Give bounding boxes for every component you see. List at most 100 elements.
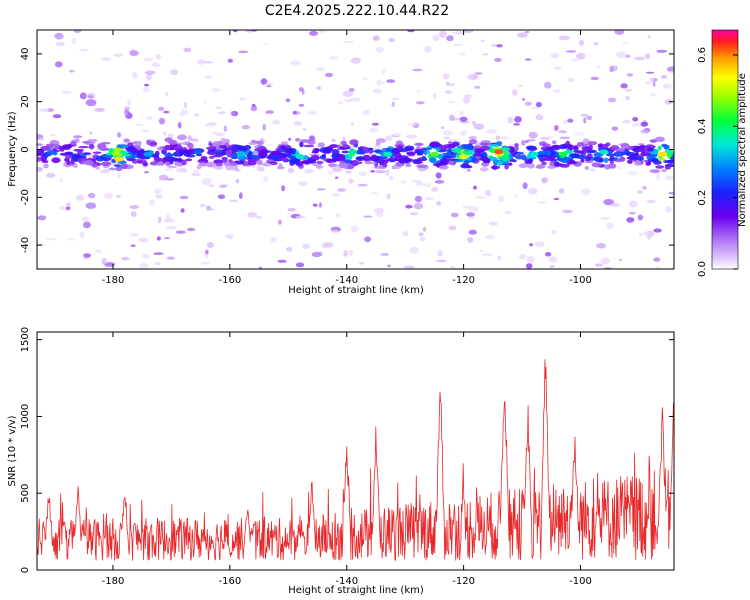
spectrogram-speckle xyxy=(250,105,258,112)
spectrogram-band-cell xyxy=(87,138,98,143)
spectrogram-band-cell xyxy=(547,165,556,169)
spectrogram-speckle xyxy=(205,75,213,80)
spectrogram-band-cell xyxy=(178,151,189,155)
spectrogram-speckle xyxy=(424,197,435,201)
spectrogram-speckle xyxy=(37,143,43,146)
spectrogram-speckle xyxy=(143,86,150,93)
spectrogram-band-cell xyxy=(528,158,533,165)
spectrogram-speckle xyxy=(526,162,535,169)
spectrogram-band-cell xyxy=(312,162,317,166)
spectrogram-speckle xyxy=(143,57,153,62)
spectrogram-speckle xyxy=(558,130,568,134)
spectrogram-speckle xyxy=(54,61,63,68)
spectrogram-band-cell xyxy=(190,138,199,142)
spectrogram-band-cell xyxy=(403,157,411,161)
spectrogram-band-cell xyxy=(146,139,151,145)
spectrogram-speckle xyxy=(350,97,362,102)
spectrogram-speckle xyxy=(600,217,611,220)
spectrogram-speckle xyxy=(494,57,502,62)
spectrogram-speckle xyxy=(85,202,97,209)
spectrogram-band-cell xyxy=(566,144,573,147)
spectrogram-band-cell xyxy=(196,153,203,157)
spectrogram-speckle xyxy=(562,209,573,214)
spectrogram-speckle xyxy=(46,238,57,241)
spectrogram-band-cell xyxy=(226,153,233,158)
spectrogram-band-cell xyxy=(349,139,359,146)
spectrogram-speckle xyxy=(645,71,655,74)
spectrogram-band-cell xyxy=(99,142,106,148)
spectrogram-band-cell xyxy=(261,162,272,167)
spectrogram-band-cell xyxy=(603,157,609,163)
spectrogram-speckle xyxy=(596,242,606,249)
spectrogram-speckle xyxy=(381,82,386,84)
spectrogram-speckle xyxy=(435,260,447,263)
spectrogram-speckle xyxy=(75,194,85,201)
spectrogram-speckle xyxy=(363,215,373,218)
spectrogram-speckle xyxy=(265,110,275,114)
spectrogram-speckle xyxy=(358,171,368,177)
spectrogram-speckle xyxy=(553,197,559,201)
spectrogram-speckle xyxy=(422,226,427,232)
spectrogram-band-cell xyxy=(416,146,422,150)
spectrogram-speckle xyxy=(474,85,481,89)
spectrogram-band-cell xyxy=(330,158,341,162)
spectrogram-band-cell xyxy=(187,135,192,142)
spectrogram-speckle xyxy=(661,75,667,79)
spectrogram-band-cell xyxy=(331,166,342,173)
spectrogram-speckle xyxy=(483,53,489,56)
spectrogram-speckle xyxy=(571,58,579,62)
spectrogram-band-cell xyxy=(164,144,171,151)
spectrogram-band-cell xyxy=(591,162,602,168)
spectrogram-speckle xyxy=(73,30,82,33)
spectrogram-band-cell xyxy=(393,133,401,136)
spectrogram-band-cell xyxy=(161,149,168,155)
spectrogram-band-cell xyxy=(664,165,671,170)
spectrogram-speckle xyxy=(370,170,376,173)
spectrogram-band-cell xyxy=(439,165,449,170)
spectrogram-band-cell xyxy=(338,154,347,160)
spectrogram-band-cell xyxy=(43,163,49,169)
spectrogram-band-cell xyxy=(148,141,158,146)
spectrogram-speckle xyxy=(376,79,382,86)
spectrogram-band-cell xyxy=(446,158,458,161)
spectrogram-band-cell xyxy=(466,165,473,169)
spectrogram-speckle xyxy=(632,117,639,122)
spectrogram-band-cell xyxy=(187,142,194,149)
spectrogram-speckle xyxy=(258,266,263,269)
spectrogram-band-cell xyxy=(282,158,289,162)
spectrogram-speckle xyxy=(412,68,423,72)
spectrogram-speckle xyxy=(535,114,544,121)
spectrogram-band-cell xyxy=(507,162,513,166)
spectrogram-band-cell xyxy=(664,149,673,154)
spectrogram-speckle xyxy=(666,66,674,73)
spectrogram-band-cell xyxy=(83,159,95,166)
spectrogram-band-cell xyxy=(63,145,73,149)
spectrogram-speckle xyxy=(432,34,440,42)
spectrogram-band-cell xyxy=(342,143,349,148)
spectrogram-band-cell xyxy=(256,141,264,146)
spectrogram-speckle xyxy=(307,110,318,116)
spectrogram-speckle xyxy=(486,128,497,134)
spectrogram-speckle xyxy=(416,101,425,105)
spectrogram-speckle xyxy=(38,108,49,113)
spectrogram-speckle xyxy=(589,168,596,172)
spectrogram-band-cell xyxy=(568,146,579,150)
spectrogram-speckle xyxy=(239,192,243,200)
spectrogram-speckle xyxy=(350,57,362,64)
spectrogram-speckle xyxy=(292,110,297,115)
colorbar-tick-label: 0.2 xyxy=(697,190,708,206)
spectrogram-band-cell xyxy=(536,164,546,169)
spectrogram-band-cell xyxy=(215,132,226,137)
spectrogram-speckle xyxy=(610,203,621,207)
spectrogram-band-cell xyxy=(389,159,395,163)
spectrogram-speckle xyxy=(342,136,346,143)
spectrogram-speckle xyxy=(434,180,445,184)
spectrogram-band-cell xyxy=(300,139,311,143)
spectrogram-speckle xyxy=(614,30,625,35)
spectrogram-band-cell xyxy=(369,155,381,162)
spectrogram-speckle xyxy=(134,123,144,126)
spectrogram-speckle xyxy=(281,185,285,192)
spectrogram-speckle xyxy=(518,254,527,260)
colorbar-tick-label: 0.0 xyxy=(697,261,708,277)
spectrogram-peak xyxy=(529,151,539,157)
